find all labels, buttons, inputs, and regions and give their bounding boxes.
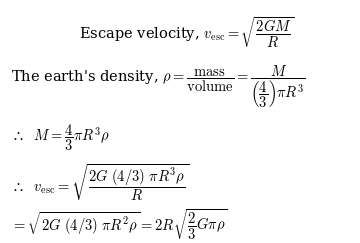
Text: Escape velocity, $v_\mathrm{esc} = \sqrt{\dfrac{2GM}{R}}$: Escape velocity, $v_\mathrm{esc} = \sqrt… [79,15,294,50]
Text: $= \sqrt{2G\ (4/3)\ \pi R^2\rho} = 2R\sqrt{\dfrac{2}{3}G\pi\rho}$: $= \sqrt{2G\ (4/3)\ \pi R^2\rho} = 2R\sq… [11,207,227,242]
Text: $\therefore\ \ M = \dfrac{4}{3}\pi R^3\rho$: $\therefore\ \ M = \dfrac{4}{3}\pi R^3\r… [11,122,110,153]
Text: $\therefore\ \ v_\mathrm{esc} = \sqrt{\dfrac{2G\ (4/3)\ \pi R^3\rho}{R}}$: $\therefore\ \ v_\mathrm{esc} = \sqrt{\d… [11,162,189,203]
Text: The earth's density, $\rho = \dfrac{\mathrm{mass}}{\mathrm{volume}} = \dfrac{M}{: The earth's density, $\rho = \dfrac{\mat… [11,63,306,110]
